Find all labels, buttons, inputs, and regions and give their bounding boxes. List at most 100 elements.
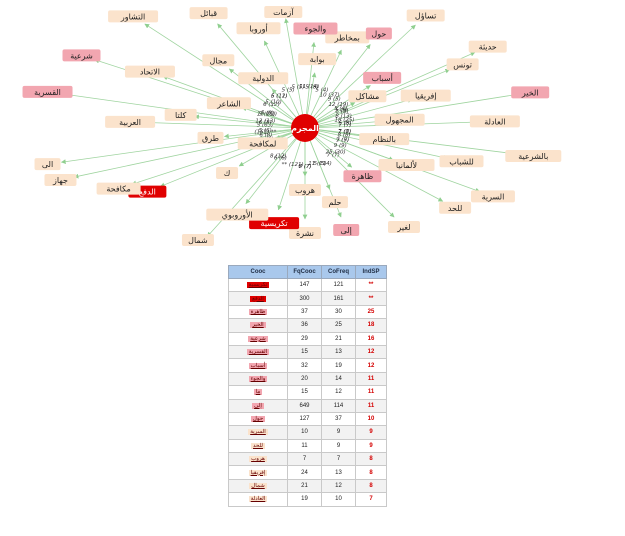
- cooc-link[interactable]: الدفع: [250, 295, 266, 302]
- table-row[interactable]: ما 15 12 11: [228, 385, 387, 400]
- graph-node[interactable]: إفريقيا: [400, 89, 451, 102]
- graph-node-label: والجوء: [305, 25, 327, 34]
- graph-node[interactable]: طرق: [197, 131, 224, 144]
- edge-label: 5 (4): [315, 88, 328, 94]
- graph-node[interactable]: حلم: [321, 196, 348, 209]
- graph-node[interactable]: كلتا: [164, 108, 197, 121]
- graph-node[interactable]: المجهول: [374, 113, 425, 126]
- cooc-link[interactable]: أسباب: [248, 362, 268, 369]
- cooc-link[interactable]: والجوء: [248, 375, 268, 382]
- table-row[interactable]: ظاهرة 37 30 25: [228, 304, 387, 320]
- graph-node[interactable]: هروب: [289, 184, 321, 196]
- table-row[interactable]: للحد 11 9 9: [228, 438, 387, 454]
- graph-node[interactable]: تساؤل: [406, 9, 445, 22]
- graph-node[interactable]: مجال: [202, 54, 235, 67]
- table-row[interactable]: هروب 7 7 8: [228, 452, 387, 467]
- graph-node[interactable]: العادلة: [469, 115, 520, 128]
- graph-node-label: بالشرعية: [518, 152, 548, 161]
- graph-node-box: [511, 86, 550, 99]
- graph-node[interactable]: لألمانيا: [378, 158, 435, 171]
- header-cofreq[interactable]: CoFreq: [321, 265, 356, 279]
- table-row[interactable]: أسباب 32 19 12: [228, 358, 387, 373]
- graph-node[interactable]: الشاعر: [206, 97, 251, 110]
- cooc-link[interactable]: القسرية: [246, 349, 270, 356]
- graph-node[interactable]: الى: [34, 158, 61, 171]
- graph-node[interactable]: الخير: [511, 86, 550, 99]
- graph-node[interactable]: شمال: [181, 234, 214, 246]
- graph-node[interactable]: بالشرعية: [505, 150, 562, 163]
- graph-node[interactable]: أسباب: [363, 71, 402, 84]
- graph-node[interactable]: العربية: [105, 115, 156, 128]
- graph-node[interactable]: ظاهرة: [343, 170, 382, 183]
- cooc-cell: القسرية: [228, 344, 288, 360]
- table-row[interactable]: والجوء 20 14 11: [228, 371, 387, 387]
- graph-node[interactable]: حديثة: [468, 40, 507, 53]
- table-row[interactable]: إفريقيا 24 13 8: [228, 465, 387, 480]
- cooc-link[interactable]: العادلة: [248, 496, 268, 503]
- graph-node[interactable]: تونس: [446, 58, 479, 71]
- graph-node[interactable]: نشرة: [289, 227, 321, 239]
- fqcooc-cell: 147: [287, 277, 322, 293]
- table-row[interactable]: الخير 36 25 18: [228, 318, 387, 333]
- graph-node[interactable]: بالنظام: [359, 133, 410, 146]
- graph-node[interactable]: السرية: [470, 190, 515, 203]
- table-row[interactable]: الدفع 300 161 **: [228, 291, 387, 306]
- graph-node[interactable]: لمكافحة: [237, 137, 288, 150]
- table-row[interactable]: العادلة 19 10 7: [228, 492, 387, 507]
- graph-node-label: لغير: [396, 223, 410, 232]
- cooc-link[interactable]: الخير: [250, 322, 266, 329]
- graph-node[interactable]: أوروبا: [236, 22, 281, 35]
- cooc-link[interactable]: شرعية: [248, 335, 268, 342]
- cooc-link[interactable]: تكريسية: [246, 282, 270, 289]
- graph-node[interactable]: للشباب: [439, 155, 484, 168]
- graph-node[interactable]: ك: [216, 167, 239, 179]
- cooc-link[interactable]: ظاهرة: [248, 308, 268, 315]
- header-indsp[interactable]: IndSP: [355, 265, 387, 279]
- graph-node[interactable]: قبائل: [189, 7, 228, 20]
- cooc-link[interactable]: حول: [250, 416, 266, 423]
- header-fqcooc[interactable]: FqCooc: [287, 265, 322, 279]
- graph-node[interactable]: مكافحة: [96, 182, 141, 195]
- graph-node[interactable]: الاتحاد: [124, 65, 175, 78]
- graph-node-box: [181, 234, 214, 246]
- header-cooc[interactable]: Cooc: [228, 265, 288, 279]
- edge-label: ** (121): [282, 162, 304, 168]
- graph-node[interactable]: الدولية: [238, 72, 289, 85]
- cooc-cell: شرعية: [228, 331, 288, 346]
- cooc-link[interactable]: السرية: [248, 429, 268, 436]
- graph-node[interactable]: والجوء: [293, 22, 338, 35]
- table-row[interactable]: إلى 649 114 11: [228, 398, 387, 413]
- graph-node-box: [22, 85, 73, 98]
- graph-node[interactable]: القسرية: [22, 85, 73, 98]
- cooc-link[interactable]: هروب: [249, 456, 267, 463]
- graph-edge: [317, 102, 356, 123]
- graph-node[interactable]: الأوروبوي: [206, 208, 269, 221]
- cooc-cell: إلى: [228, 398, 288, 413]
- graph-node[interactable]: شرعية: [62, 49, 101, 62]
- cooc-link[interactable]: ما: [253, 389, 263, 396]
- graph-node[interactable]: مشاكل: [348, 90, 387, 103]
- table-row[interactable]: شمال 21 12 8: [228, 478, 387, 494]
- graph-node-label: إفريقيا: [415, 92, 437, 102]
- cooc-link[interactable]: إفريقيا: [248, 469, 268, 476]
- graph-node-box: [189, 7, 228, 20]
- graph-node[interactable]: للحد: [439, 201, 472, 214]
- graph-node[interactable]: بوابة: [298, 53, 337, 66]
- graph-node[interactable]: جهاز: [44, 173, 77, 186]
- cooc-link[interactable]: للحد: [251, 442, 265, 449]
- table-row[interactable]: شرعية 29 21 16: [228, 331, 387, 346]
- graph-node[interactable]: إلى: [333, 223, 360, 236]
- graph-edge: [143, 120, 292, 128]
- cofreq-cell: 13: [321, 344, 356, 360]
- graph-node[interactable]: لغير: [387, 220, 420, 233]
- table-row[interactable]: حول 127 37 10: [228, 411, 387, 427]
- cooc-link[interactable]: شمال: [249, 483, 267, 490]
- table-row[interactable]: تكريسية 147 121 **: [228, 277, 387, 293]
- table-row[interactable]: السرية 10 9 9: [228, 425, 387, 440]
- graph-node[interactable]: التشاور: [108, 10, 159, 23]
- cooc-link[interactable]: إلى: [252, 402, 264, 409]
- graph-node-label: القسرية: [34, 88, 61, 97]
- table-row[interactable]: القسرية 15 13 12: [228, 344, 387, 360]
- graph-node[interactable]: حول: [365, 27, 392, 40]
- graph-node[interactable]: آزمات: [264, 6, 303, 18]
